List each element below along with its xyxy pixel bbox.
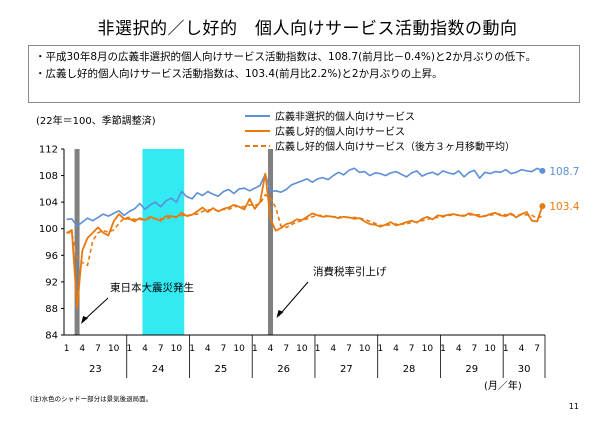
series-line-nonselective [66, 167, 543, 227]
annotation-tax: 消費税率引上げ [313, 265, 387, 278]
annotation-arrowhead-earthquake [81, 316, 89, 324]
x-tick-label: 1 [126, 344, 132, 354]
x-tick-label: 7 [409, 344, 415, 354]
x-tick-label: 4 [142, 344, 148, 354]
page-number: 11 [568, 402, 579, 411]
y-tick-label: 100 [39, 224, 58, 235]
x-tick-label: 10 [359, 344, 371, 354]
x-tick-label: 4 [393, 344, 399, 354]
annotation-arrow-tax [278, 281, 309, 317]
y-tick-label: 92 [45, 277, 58, 288]
x-tick-label: 4 [519, 344, 525, 354]
x-tick-label: 1 [440, 344, 446, 354]
x-tick-label: 7 [283, 344, 289, 354]
x-tick-label: 10 [484, 344, 496, 354]
end-label-0: 108.7 [549, 166, 579, 178]
x-tick-label: 10 [233, 344, 245, 354]
chart-note: (22年＝100、季節調整済) [36, 114, 156, 127]
y-tick-label: 108 [39, 171, 58, 182]
x-tick-label: 1 [377, 344, 383, 354]
x-tick-label: 7 [95, 344, 101, 354]
year-label: 26 [277, 364, 290, 375]
event-bar-2 [268, 149, 274, 335]
x-tick-label: 7 [158, 344, 164, 354]
year-label: 24 [152, 364, 165, 375]
x-tick-label: 10 [422, 344, 434, 354]
end-marker-0 [539, 167, 546, 174]
summary-box: ・平成30年8月の広義非選択的個人向けサービス活動指数は、108.7(前月比－0… [28, 45, 580, 103]
x-tick-label: 1 [189, 344, 195, 354]
y-tick-label: 104 [39, 198, 58, 209]
x-tick-label: 7 [221, 344, 227, 354]
series-line-preference [66, 172, 544, 309]
x-tick-label: 1 [503, 344, 509, 354]
x-tick-label: 1 [252, 344, 258, 354]
summary-line-2: ・広義し好的個人向けサービス活動指数は、103.4(前月比2.2%)と2か月ぶり… [35, 68, 443, 80]
x-tick-label: 7 [346, 344, 352, 354]
year-label: 28 [403, 364, 416, 375]
x-tick-label: 4 [268, 344, 274, 354]
recession-shade [142, 149, 185, 335]
annotation-arrowhead-tax [276, 310, 284, 318]
x-tick-label: 10 [296, 344, 308, 354]
x-tick-label: 10 [171, 344, 183, 354]
x-tick-label: 4 [330, 344, 336, 354]
x-tick-label: 1 [315, 344, 321, 354]
x-tick-label: 4 [79, 344, 85, 354]
year-label: 30 [518, 364, 531, 375]
x-tick-label: 10 [108, 344, 120, 354]
event-bar-1 [74, 149, 80, 335]
y-tick-label: 112 [39, 145, 58, 156]
year-label: 25 [214, 364, 227, 375]
x-tick-label: 7 [534, 344, 540, 354]
x-tick-label: 4 [205, 344, 211, 354]
legend-label-nonselective: 広義非選択的個人向けサービス [275, 110, 415, 123]
y-tick-label: 88 [45, 304, 58, 315]
year-label: 23 [89, 364, 102, 375]
legend-label-preference: 広義し好的個人向けサービス [275, 125, 405, 138]
x-tick-label: 4 [456, 344, 462, 354]
annotation-earthquake: 東日本大震災発生 [110, 281, 194, 294]
legend: 広義非選択的個人向けサービス 広義し好的個人向けサービス 広義し好的個人向けサー… [245, 110, 515, 153]
x-tick-label: 1 [64, 344, 70, 354]
end-marker-1 [539, 203, 546, 210]
year-label: 27 [340, 364, 353, 375]
summary-line-1: ・平成30年8月の広義非選択的個人向けサービス活動指数は、108.7(前月比－0… [35, 51, 537, 63]
footnote: (注)水色のシャドー部分は景気後退局面。 [30, 395, 153, 403]
end-label-1: 103.4 [549, 201, 579, 213]
legend-label-preference-ma: 広義し好的個人向けサービス（後方３ヶ月移動平均） [275, 140, 515, 153]
page-title: 非選択的／し好的 個人向けサービス活動指数の動向 [97, 19, 518, 39]
y-tick-label: 96 [45, 251, 58, 262]
year-label: 29 [465, 364, 478, 375]
y-tick-label: 84 [45, 331, 58, 342]
x-tick-label: 7 [472, 344, 478, 354]
x-unit-label: (月／年) [484, 379, 522, 392]
